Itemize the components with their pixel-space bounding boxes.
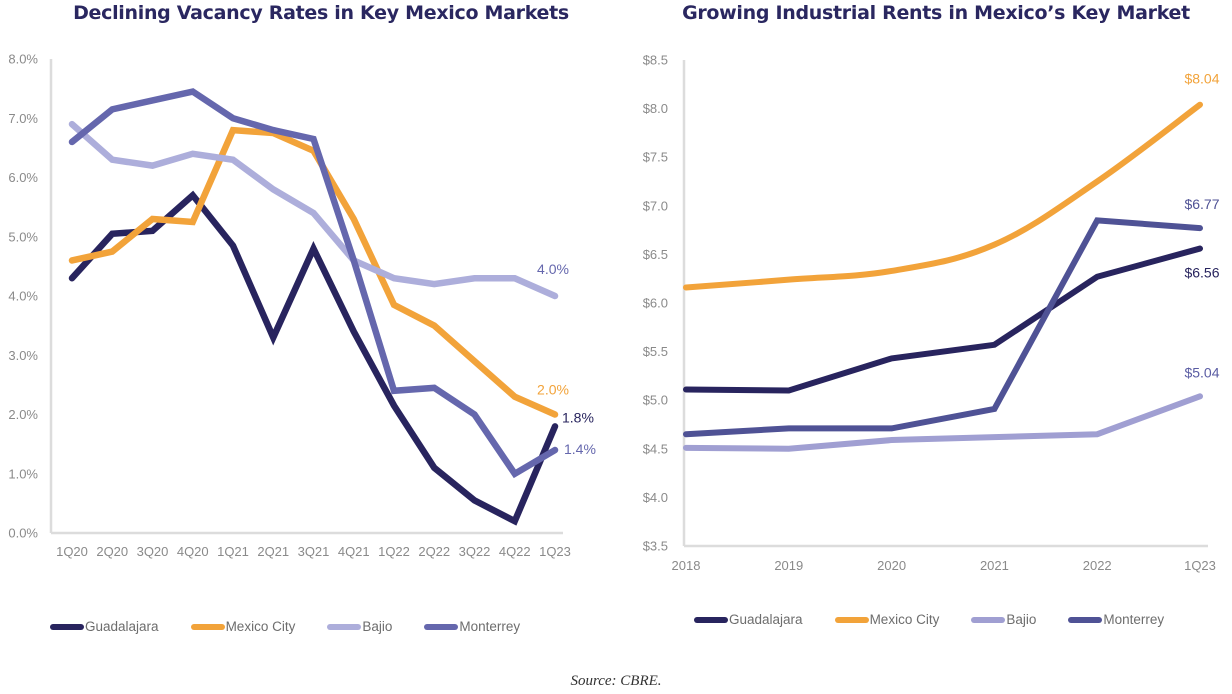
rents-y-tick-label: $4.0 xyxy=(643,490,668,505)
vacancy-y-tick-label: 8.0% xyxy=(8,52,38,67)
legend-swatch-mexico-city xyxy=(834,616,869,623)
vacancy-x-tick-label: 4Q22 xyxy=(499,544,531,559)
rents-end-label-monterrey: $6.77 xyxy=(1184,196,1219,212)
legend-label: Mexico City xyxy=(225,619,296,634)
legend-swatch-guadalajara xyxy=(694,616,728,623)
legend-swatch-mexico-city xyxy=(190,623,225,630)
vacancy-y-tick-label: 1.0% xyxy=(8,466,38,481)
vacancy-chart-title: Declining Vacancy Rates in Key Mexico Ma… xyxy=(73,2,569,24)
legend-label: Guadalajara xyxy=(729,612,803,627)
vacancy-x-tick-label: 3Q22 xyxy=(459,544,491,559)
rents-end-label-mexico-city: $8.04 xyxy=(1184,71,1219,87)
vacancy-x-tick-label: 1Q20 xyxy=(56,544,88,559)
vacancy-end-label-mexico-city: 2.0% xyxy=(537,382,569,398)
vacancy-series-line-mexico-city xyxy=(68,126,559,418)
vacancy-x-tick-label: 1Q21 xyxy=(217,544,249,559)
legend-item-monterrey: Monterrey xyxy=(1068,612,1164,627)
rents-y-tick-label: $6.5 xyxy=(643,247,668,262)
legend-swatch-monterrey xyxy=(1068,616,1103,623)
rents-chart-legend: Guadalajara Mexico City Bajio Monterrey xyxy=(694,612,1196,627)
rents-y-tick-label: $6.0 xyxy=(643,296,668,311)
vacancy-y-tick-label: 5.0% xyxy=(8,229,38,244)
vacancy-y-tick-label: 2.0% xyxy=(8,407,38,422)
vacancy-x-tick-label: 2Q21 xyxy=(257,544,289,559)
legend-label: Bajio xyxy=(1006,612,1037,627)
legend-label: Monterrey xyxy=(1103,612,1165,627)
rents-y-tick-label: $7.5 xyxy=(643,150,668,165)
legend-swatch-guadalajara xyxy=(50,623,84,630)
legend-label: Mexico City xyxy=(869,612,940,627)
vacancy-rate-chart: 0.0% 1.0% 2.0% 3.0% 4.0% 5.0% 6.0% 7.0% 8.0% 1Q20… xyxy=(8,52,596,560)
rents-y-tick-label: $7.0 xyxy=(643,198,668,213)
industrial-rents-chart: $3.5 $4.0 $4.5 $5.0 $5.5 $6.0 $6.5 $7.0 $7.5 $8.0… xyxy=(643,53,1220,574)
rents-x-tick-label: 2021 xyxy=(980,558,1009,573)
vacancy-x-tick-label: 2Q22 xyxy=(418,544,450,559)
vacancy-x-tick-label: 3Q20 xyxy=(137,544,169,559)
vacancy-series-line-guadalajara xyxy=(68,190,559,526)
rents-series-line-guadalajara xyxy=(683,245,1203,394)
rents-y-tick-label: $5.0 xyxy=(643,393,668,408)
legend-item-mexico-city: Mexico City xyxy=(834,612,940,627)
rents-chart-title: Growing Industrial Rents in Mexico’s Key… xyxy=(682,2,1190,24)
legend-item-monterrey: Monterrey xyxy=(424,619,520,634)
source-note: Source: CBRE. xyxy=(570,673,662,689)
vacancy-x-tick-label: 1Q23 xyxy=(539,544,571,559)
rents-end-label-bajio: $5.04 xyxy=(1184,364,1219,380)
legend-item-bajio: Bajio xyxy=(971,612,1036,627)
rents-y-tick-label: $4.5 xyxy=(643,441,668,456)
vacancy-x-tick-label: 2Q20 xyxy=(96,544,128,559)
legend-label: Guadalajara xyxy=(85,619,159,634)
vacancy-end-label-bajio: 4.0% xyxy=(537,261,569,277)
rents-x-tick-label: 2018 xyxy=(672,558,701,573)
rents-x-tick-label: 2019 xyxy=(774,558,803,573)
legend-label: Bajio xyxy=(362,619,393,634)
vacancy-end-label-guadalajara: 1.8% xyxy=(562,409,594,425)
legend-item-mexico-city: Mexico City xyxy=(190,619,296,634)
legend-item-guadalajara: Guadalajara xyxy=(694,612,803,627)
vacancy-y-tick-label: 4.0% xyxy=(8,289,38,304)
rents-y-tick-label: $3.5 xyxy=(643,539,668,554)
rents-y-tick-label: $8.5 xyxy=(643,53,668,68)
legend-swatch-bajio xyxy=(327,623,362,630)
rents-end-label-guadalajara: $6.56 xyxy=(1184,265,1219,281)
vacancy-x-tick-label: 4Q20 xyxy=(177,544,209,559)
rents-series-line-monterrey xyxy=(683,217,1203,438)
legend-item-guadalajara: Guadalajara xyxy=(50,619,159,634)
vacancy-y-tick-label: 6.0% xyxy=(8,170,38,185)
rents-series-line-mexico-city xyxy=(683,101,1203,291)
legend-swatch-bajio xyxy=(971,616,1006,623)
rents-y-tick-label: $5.5 xyxy=(643,344,668,359)
vacancy-x-tick-label: 1Q22 xyxy=(378,544,410,559)
vacancy-y-tick-label: 3.0% xyxy=(8,348,38,363)
vacancy-series-line-bajio xyxy=(68,120,559,300)
vacancy-series-line-monterrey xyxy=(68,88,559,479)
vacancy-end-label-monterrey: 1.4% xyxy=(564,441,596,457)
vacancy-x-tick-label: 4Q21 xyxy=(338,544,370,559)
rents-y-tick-label: $8.0 xyxy=(643,101,668,116)
legend-swatch-monterrey xyxy=(424,623,459,630)
vacancy-y-tick-label: 7.0% xyxy=(8,111,38,126)
vacancy-y-tick-label: 0.0% xyxy=(8,526,38,541)
vacancy-x-tick-label: 3Q21 xyxy=(298,544,330,559)
legend-item-bajio: Bajio xyxy=(327,619,392,634)
rents-x-tick-label: 1Q23 xyxy=(1184,558,1216,573)
vacancy-chart-legend: Guadalajara Mexico City Bajio Monterrey xyxy=(50,619,552,634)
rents-x-tick-label: 2020 xyxy=(877,558,906,573)
rents-x-tick-label: 2022 xyxy=(1083,558,1112,573)
rents-series-line-bajio xyxy=(683,393,1203,452)
legend-label: Monterrey xyxy=(459,619,521,634)
